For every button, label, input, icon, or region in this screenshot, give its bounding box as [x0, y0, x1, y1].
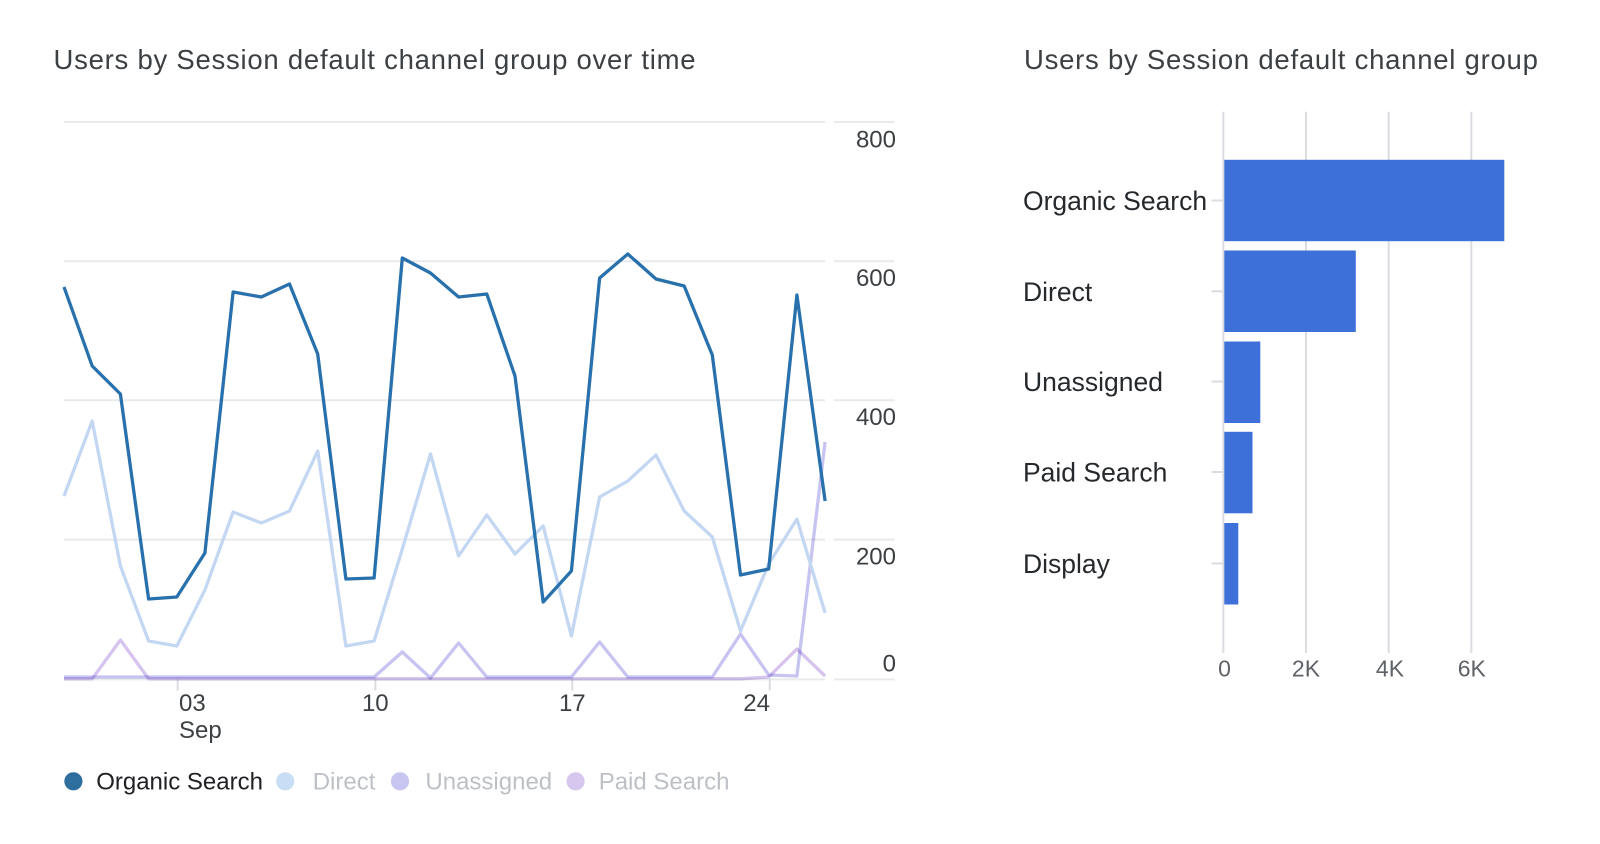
- svg-text:2K: 2K: [1292, 655, 1321, 681]
- svg-text:Direct: Direct: [1023, 277, 1093, 307]
- svg-text:200: 200: [856, 543, 896, 570]
- svg-text:Display: Display: [1023, 549, 1111, 579]
- svg-text:Users by Session default chann: Users by Session default channel group o…: [54, 44, 697, 75]
- svg-text:24: 24: [743, 690, 770, 717]
- svg-text:Sep: Sep: [179, 717, 222, 744]
- svg-text:10: 10: [362, 690, 389, 717]
- svg-text:Paid Search: Paid Search: [599, 769, 730, 796]
- svg-text:400: 400: [856, 404, 896, 431]
- svg-text:03: 03: [179, 690, 206, 717]
- svg-text:6K: 6K: [1458, 655, 1487, 681]
- svg-text:Users by Session default chann: Users by Session default channel group: [1024, 44, 1539, 75]
- svg-text:Unassigned: Unassigned: [1023, 367, 1163, 397]
- svg-text:Direct: Direct: [313, 769, 376, 796]
- svg-text:17: 17: [559, 690, 586, 717]
- svg-text:Organic Search: Organic Search: [1023, 186, 1207, 216]
- svg-text:800: 800: [856, 126, 896, 153]
- svg-text:4K: 4K: [1376, 655, 1405, 681]
- svg-text:Unassigned: Unassigned: [425, 769, 552, 796]
- svg-text:Paid Search: Paid Search: [1023, 458, 1167, 488]
- svg-text:600: 600: [856, 265, 896, 292]
- svg-text:Organic Search: Organic Search: [96, 769, 263, 796]
- svg-text:0: 0: [883, 650, 896, 677]
- svg-text:0: 0: [1218, 655, 1231, 681]
